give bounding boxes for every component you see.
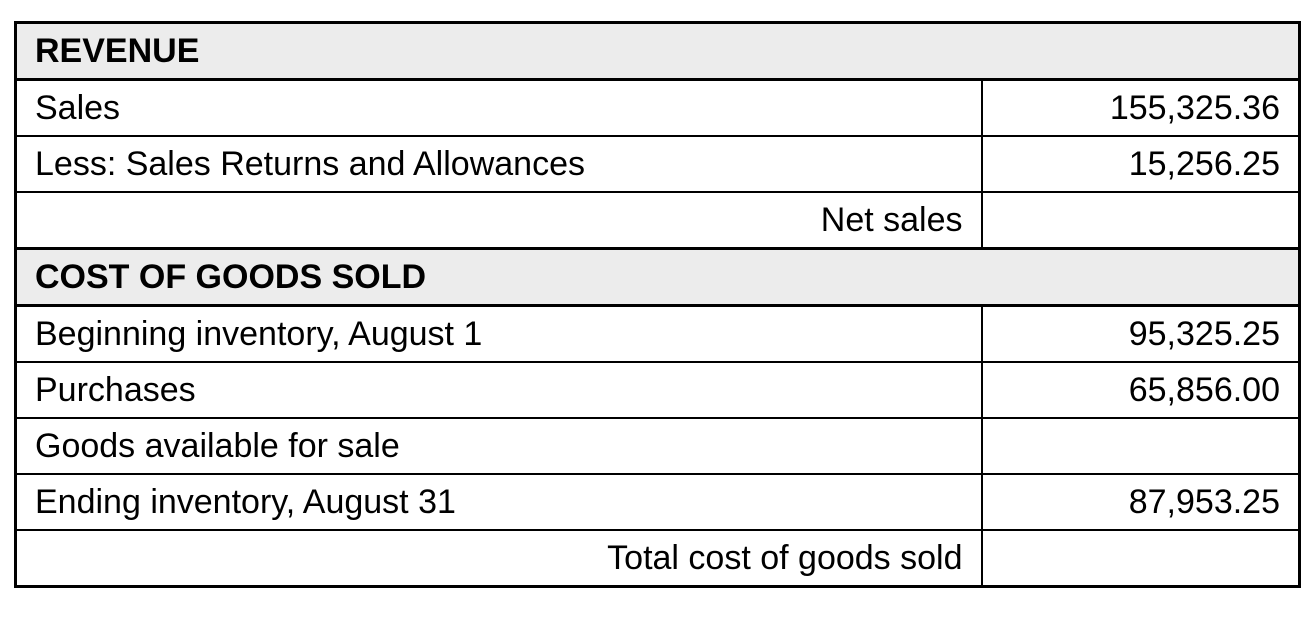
row-label: Goods available for sale [14, 417, 983, 475]
net-sales-row: Net sales [14, 191, 1301, 250]
table-row: Purchases 65,856.00 [14, 361, 1301, 419]
income-statement-table: REVENUE Sales 155,325.36 Less: Sales Ret… [14, 21, 1301, 588]
net-sales-amount [980, 191, 1301, 250]
total-cogs-label: Total cost of goods sold [14, 529, 983, 588]
row-label: Less: Sales Returns and Allowances [14, 135, 983, 193]
total-cogs-row: Total cost of goods sold [14, 529, 1301, 588]
table-row: Ending inventory, August 31 87,953.25 [14, 473, 1301, 531]
row-amount: 155,325.36 [980, 78, 1301, 137]
table-row: Less: Sales Returns and Allowances 15,25… [14, 135, 1301, 193]
total-cogs-amount [980, 529, 1301, 588]
revenue-header: REVENUE [14, 21, 1301, 81]
table-row: Goods available for sale [14, 417, 1301, 475]
row-label: Purchases [14, 361, 983, 419]
table-row: Beginning inventory, August 1 95,325.25 [14, 304, 1301, 363]
row-amount: 65,856.00 [980, 361, 1301, 419]
row-amount [980, 417, 1301, 475]
row-amount: 95,325.25 [980, 304, 1301, 363]
revenue-header-row: REVENUE [14, 21, 1301, 81]
net-sales-label: Net sales [14, 191, 983, 250]
row-label: Sales [14, 78, 983, 137]
row-amount: 15,256.25 [980, 135, 1301, 193]
cogs-header-row: COST OF GOODS SOLD [14, 247, 1301, 307]
table-row: Sales 155,325.36 [14, 78, 1301, 137]
row-label: Beginning inventory, August 1 [14, 304, 983, 363]
cogs-header: COST OF GOODS SOLD [14, 247, 1301, 307]
row-label: Ending inventory, August 31 [14, 473, 983, 531]
row-amount: 87,953.25 [980, 473, 1301, 531]
